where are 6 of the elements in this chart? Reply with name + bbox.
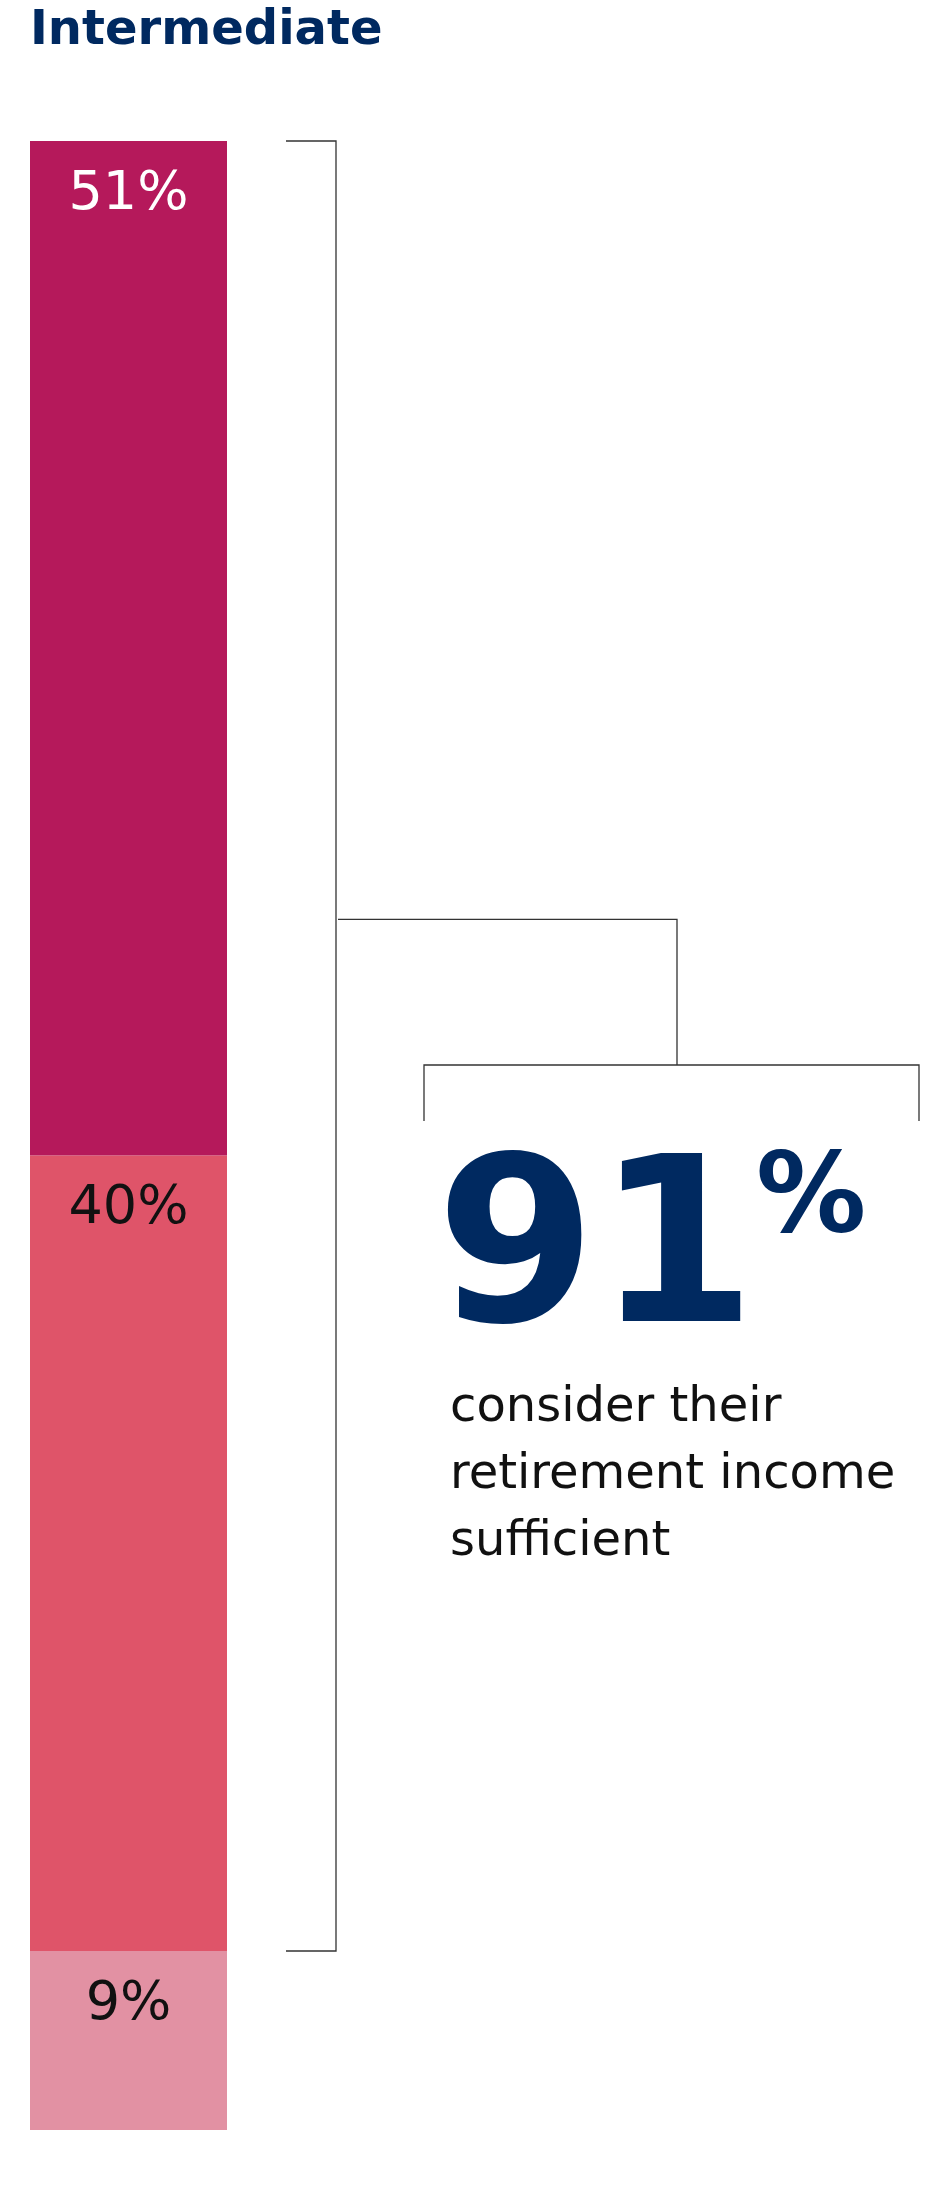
text: consider their retirement income sufficient [450,1376,896,1566]
chart-title: Intermediate [30,0,383,55]
text: 91$^{%}$ [436,1108,867,1375]
data-label: 9% [85,1968,172,2032]
data-label: 40% [68,1173,189,1237]
data-label: 51% [68,159,189,222]
